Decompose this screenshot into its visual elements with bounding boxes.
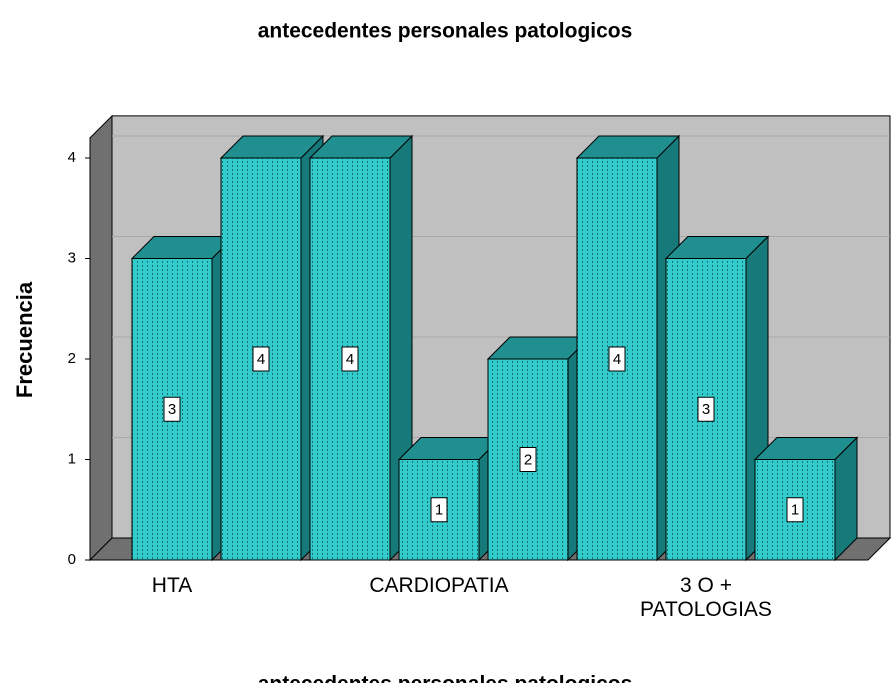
value-label-box [697, 396, 715, 422]
left-wall [89, 114, 113, 562]
value-label: 3 [168, 401, 176, 418]
value-label-box [786, 497, 804, 523]
value-label: 1 [435, 502, 443, 519]
y-tick-label: 0 [68, 551, 76, 568]
x-tick-label: 3 O + PATOLOGIAS [640, 574, 772, 621]
value-label: 4 [346, 351, 354, 368]
y-tick-label: 4 [68, 149, 76, 166]
value-label: 2 [524, 451, 532, 468]
value-label: 3 [702, 401, 710, 418]
x-axis-title: antecedentes personales patologicos [258, 673, 633, 683]
value-label: 4 [613, 351, 621, 368]
value-label-box [252, 346, 270, 372]
y-tick-label: 2 [68, 350, 76, 367]
value-label-box [341, 346, 359, 372]
y-tick-label: 3 [68, 249, 76, 266]
x-tick-label: HTA [151, 574, 193, 597]
value-label: 4 [257, 351, 265, 368]
y-axis-title: Frecuencia [12, 281, 37, 398]
x-tick-label: CARDIOPATIA [369, 574, 509, 597]
y-tick-label: 1 [68, 450, 76, 467]
chart-title: antecedentes personales patologicos [258, 20, 633, 43]
value-label-box [430, 497, 448, 523]
value-label: 1 [791, 502, 799, 519]
value-label-box [163, 396, 181, 422]
value-label-box [608, 346, 626, 372]
value-label-box [519, 447, 537, 472]
